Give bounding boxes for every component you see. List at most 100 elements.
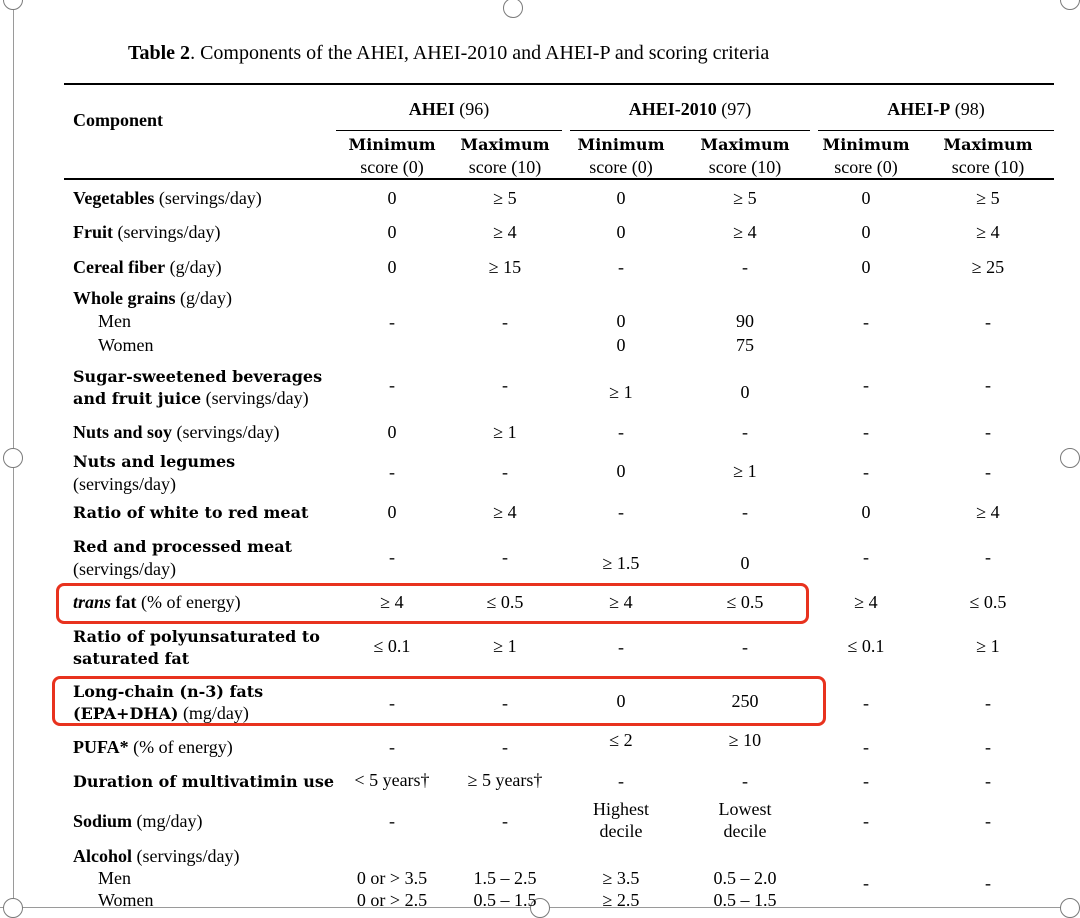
table-cell: Lowest: [718, 799, 772, 819]
table-cell: decile: [599, 821, 643, 841]
table-cell: ≤ 0.5: [726, 592, 764, 612]
table-cell: ≥ 10: [728, 730, 762, 750]
group-rule-aheip: [818, 130, 1054, 131]
row-label-cereal-fiber: Cereal fiber (g/day): [73, 257, 222, 277]
table-cell: 0: [616, 311, 626, 331]
table-cell: -: [985, 737, 991, 757]
table-cell: 90: [736, 311, 754, 331]
table-cell: ≥ 1: [493, 636, 517, 656]
table-cell: -: [863, 462, 869, 482]
table-cell: 0: [861, 257, 871, 277]
group-rule-ahei2010: [570, 130, 810, 131]
row-label-whole-grains: Whole grains (g/day): [73, 288, 232, 308]
table-cell: 75: [736, 335, 754, 355]
table-cell: -: [389, 693, 395, 713]
subheader-ahei2010-max: Maximum score (10): [700, 135, 790, 177]
resize-handle-middle-left[interactable]: [3, 448, 23, 468]
table-cell: ≥ 1: [733, 461, 757, 481]
table-cell: -: [502, 811, 508, 831]
table-cell: -: [985, 693, 991, 713]
row-label-alcohol: Alcohol (servings/day): [73, 846, 240, 866]
table-cell: ≥ 15: [488, 257, 522, 277]
table-cell: -: [863, 375, 869, 395]
table-cell: ≥ 5: [733, 188, 757, 208]
table-cell: 0: [861, 188, 871, 208]
table-cell: ≥ 5: [493, 188, 517, 208]
table-cell: ≥ 1: [976, 636, 1000, 656]
table-cell: -: [618, 771, 624, 791]
table-cell: -: [502, 312, 508, 332]
table-cell: ≤ 0.1: [847, 636, 885, 656]
table-cell: 0 or > 3.5: [356, 868, 428, 888]
resize-handle-bottom-right[interactable]: [1060, 898, 1080, 918]
row-label-red-meat-line2: (servings/day): [73, 559, 176, 579]
table-cell: ≥ 4: [493, 222, 517, 242]
table-cell: -: [502, 547, 508, 567]
table-cell: 0.5 – 1.5: [473, 890, 537, 910]
table-caption-label: Table 2: [128, 42, 191, 64]
table-cell: -: [985, 375, 991, 395]
row-label-ssb-line2: and fruit juice (servings/day): [73, 388, 309, 408]
table-cell: ≥ 4: [854, 592, 878, 612]
row-label-long-chain-line1: Long-chain (n-3) fats: [73, 682, 264, 701]
table-cell: 250: [731, 691, 759, 711]
table-cell: -: [985, 547, 991, 567]
table-cell: -: [618, 422, 624, 442]
table-cell: ≥ 4: [976, 222, 1000, 242]
row-label-red-meat-line1: Red and processed meat: [73, 537, 293, 556]
resize-handle-top-right[interactable]: [1060, 0, 1080, 10]
resize-handle-top-left[interactable]: [3, 0, 23, 10]
table-cell: 0: [616, 461, 626, 481]
table-cell: 0: [616, 335, 626, 355]
table-cell: -: [502, 737, 508, 757]
row-label-alcohol-women: Women: [98, 890, 154, 910]
subheader-aheip-min: Minimum score (0): [822, 135, 910, 177]
table-cell: -: [985, 422, 991, 442]
highlight-box-trans-fat: [56, 583, 809, 624]
table-cell: -: [742, 637, 748, 657]
table-cell: -: [742, 422, 748, 442]
row-label-pufa-sat-line1: Ratio of polyunsaturated to: [73, 627, 320, 646]
table-cell: 0: [616, 188, 626, 208]
group-header-aheip: AHEI-P (98): [887, 99, 985, 119]
table-cell: ≥ 1: [609, 382, 633, 402]
table-cell: ≥ 25: [971, 257, 1005, 277]
table-cell: -: [863, 693, 869, 713]
resize-handle-bottom-left[interactable]: [3, 898, 23, 918]
resize-handle-middle-right[interactable]: [1060, 448, 1080, 468]
row-label-nuts-legumes-line2: (servings/day): [73, 474, 176, 494]
table-cell: 0: [387, 222, 397, 242]
table-cell: 0 or > 2.5: [356, 890, 428, 910]
table-cell: ≤ 2: [609, 730, 633, 750]
table-cell: -: [389, 312, 395, 332]
table-cell: -: [389, 737, 395, 757]
component-header: Component: [73, 110, 164, 130]
table-cell: -: [742, 502, 748, 522]
table-cell: -: [863, 312, 869, 332]
table-cell: -: [985, 312, 991, 332]
row-label-nuts-soy: Nuts and soy (servings/day): [73, 422, 280, 442]
table-cell: ≥ 3.5: [602, 868, 640, 888]
table-cell: 0: [861, 502, 871, 522]
row-label-vegetables: Vegetables (servings/day): [73, 188, 262, 208]
row-label-long-chain-line2: (EPA+DHA) (mg/day): [73, 703, 249, 723]
group-rule-ahei: [336, 130, 562, 131]
row-label-alcohol-men: Men: [98, 868, 131, 888]
table-cell: -: [502, 375, 508, 395]
highlight-box-long-chain-fats: [52, 676, 826, 726]
table-cell: -: [985, 873, 991, 893]
table-cell: ≥ 2.5: [602, 890, 640, 910]
table-cell: ≥ 1: [493, 422, 517, 442]
table-cell: -: [389, 462, 395, 482]
resize-handle-top-middle[interactable]: [503, 0, 523, 18]
table-cell: 1.5 – 2.5: [473, 868, 537, 888]
table-cell: 0.5 – 1.5: [713, 890, 777, 910]
table-cell: ≥ 5 years†: [467, 770, 543, 790]
table-cell: -: [742, 257, 748, 277]
table-cell: ≥ 4: [493, 502, 517, 522]
row-label-fruit: Fruit (servings/day): [73, 222, 221, 242]
table-cell: 0: [616, 691, 626, 711]
table-cell: -: [502, 462, 508, 482]
table-cell: 0: [387, 502, 397, 522]
table-cell: -: [389, 811, 395, 831]
